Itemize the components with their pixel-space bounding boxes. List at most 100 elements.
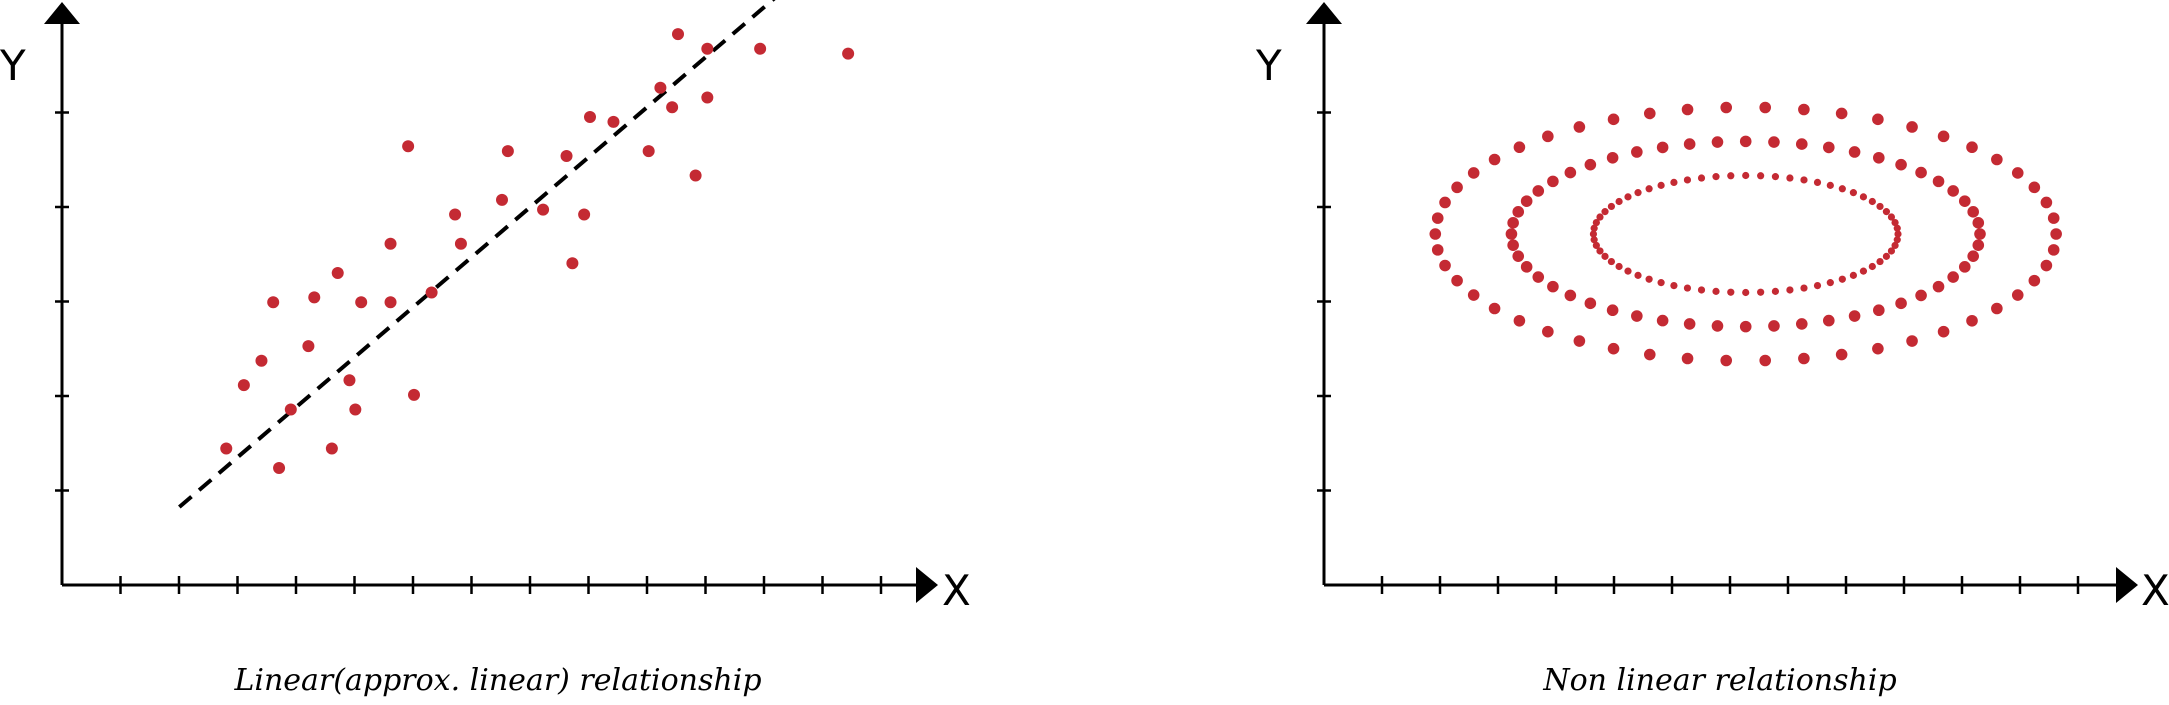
ring-point bbox=[1596, 247, 1604, 255]
ring-point bbox=[1868, 262, 1876, 271]
data-point bbox=[701, 42, 714, 55]
ring-point bbox=[1893, 236, 1901, 244]
ring-point bbox=[1972, 239, 1985, 251]
ring-point bbox=[2011, 289, 2024, 301]
ring-point bbox=[1670, 281, 1678, 290]
x-axis-arrow-icon bbox=[916, 567, 938, 603]
ring-point bbox=[1991, 302, 2003, 315]
ring-point bbox=[1542, 325, 1554, 338]
ring-point bbox=[1947, 185, 1959, 197]
ring-point bbox=[1467, 289, 1480, 301]
ring-point bbox=[1615, 197, 1623, 206]
ring-point bbox=[1520, 261, 1533, 273]
ring-point bbox=[1657, 181, 1665, 189]
data-point bbox=[654, 81, 667, 94]
ring-point bbox=[1431, 212, 1444, 224]
ring-point bbox=[1826, 279, 1834, 287]
ring-point bbox=[1872, 113, 1884, 126]
ring-point bbox=[1573, 121, 1586, 133]
ring-point bbox=[1937, 325, 1950, 338]
ring-point bbox=[1720, 101, 1733, 114]
ring-point bbox=[1507, 239, 1519, 251]
ring-point bbox=[1859, 267, 1868, 275]
ring-point bbox=[1742, 288, 1750, 297]
ring-point bbox=[1634, 189, 1642, 197]
ring-point bbox=[1532, 185, 1545, 197]
ring-point bbox=[1838, 275, 1846, 283]
ring-point bbox=[1849, 189, 1857, 197]
ring-point bbox=[1512, 206, 1525, 218]
ring-point bbox=[1607, 257, 1616, 266]
ring-point bbox=[2047, 244, 2060, 256]
chart-caption: Non linear relationship bbox=[1542, 663, 1896, 698]
ring-point bbox=[1882, 208, 1891, 216]
ring-point bbox=[1937, 130, 1950, 143]
ring-point bbox=[1872, 342, 1884, 355]
ring-point bbox=[1974, 228, 1986, 240]
ring-point bbox=[1786, 174, 1794, 182]
ring-point bbox=[1643, 348, 1656, 361]
data-point bbox=[642, 145, 655, 158]
data-point bbox=[343, 374, 356, 387]
ring-point bbox=[1813, 281, 1822, 290]
ring-point bbox=[1768, 320, 1780, 332]
ring-point bbox=[1606, 151, 1619, 164]
data-point bbox=[454, 237, 467, 250]
ring-point bbox=[2050, 228, 2062, 240]
ring-point bbox=[1607, 113, 1620, 126]
data-point bbox=[672, 28, 684, 41]
ring-point bbox=[1467, 167, 1480, 179]
ring-point bbox=[1712, 287, 1720, 295]
linear-scatter-chart: Y X Linear(approx. linear) relationship bbox=[0, 0, 971, 698]
ring-point bbox=[1848, 146, 1861, 158]
ring-point bbox=[1631, 146, 1643, 158]
y-axis-arrow-icon bbox=[44, 2, 80, 24]
ring-point bbox=[1882, 252, 1891, 260]
ring-point bbox=[1848, 310, 1861, 322]
ring-point bbox=[1590, 224, 1598, 232]
ring-point bbox=[1592, 218, 1600, 227]
data-point bbox=[560, 150, 573, 162]
ring-point bbox=[1891, 218, 1899, 227]
ring-point bbox=[1838, 185, 1846, 193]
ring-point bbox=[1615, 262, 1623, 271]
ring-point bbox=[1873, 304, 1885, 317]
ring-point bbox=[1607, 202, 1616, 211]
ring-point bbox=[1697, 286, 1706, 294]
ring-point bbox=[1513, 314, 1526, 327]
nonlinear-scatter-chart: Y X Non linear relationship bbox=[1255, 2, 2169, 698]
ring-point bbox=[1868, 197, 1876, 206]
ring-point bbox=[1601, 208, 1609, 216]
data-point bbox=[566, 257, 579, 270]
ring-point bbox=[1947, 271, 1959, 283]
ring-point bbox=[1634, 271, 1642, 279]
ring-point bbox=[1624, 267, 1632, 275]
ring-point bbox=[1520, 195, 1533, 207]
ring-point bbox=[1967, 206, 1979, 218]
ring-point bbox=[1451, 274, 1463, 287]
ring-point bbox=[1798, 352, 1810, 365]
ring-point bbox=[1547, 280, 1559, 293]
ring-point bbox=[1759, 354, 1772, 367]
ring-point bbox=[1932, 175, 1945, 188]
ring-point bbox=[1564, 289, 1577, 302]
ring-point bbox=[1739, 320, 1752, 333]
data-point bbox=[425, 286, 438, 299]
ring-point bbox=[1512, 250, 1525, 262]
ring-point bbox=[2028, 274, 2041, 287]
data-point bbox=[325, 442, 338, 455]
ring-point bbox=[1656, 314, 1669, 327]
ring-point bbox=[1727, 288, 1735, 296]
ring-point bbox=[1542, 130, 1554, 143]
ring-point bbox=[1488, 302, 1501, 315]
ring-point bbox=[1768, 136, 1780, 148]
ring-point bbox=[1991, 153, 2003, 166]
ring-point bbox=[1711, 320, 1724, 332]
ring-point bbox=[1795, 318, 1808, 330]
ring-point bbox=[1564, 166, 1577, 179]
ring-point bbox=[1712, 173, 1720, 181]
ring-point bbox=[1656, 141, 1669, 154]
ring-point bbox=[1967, 250, 1979, 262]
ring-point bbox=[1915, 289, 1927, 302]
ring-point bbox=[1606, 304, 1619, 317]
